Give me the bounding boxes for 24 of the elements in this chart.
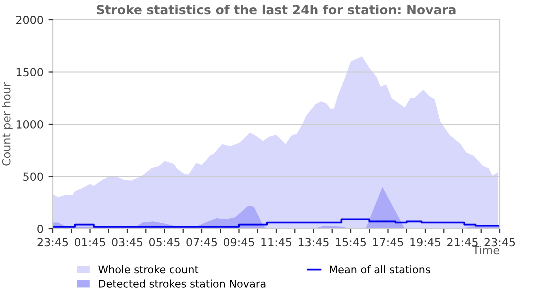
legend-label: Whole stroke count <box>98 266 199 274</box>
chart-title: Stroke statistics of the last 24h for station: Novara <box>97 4 456 15</box>
y-tick-label: 2000 <box>16 16 44 24</box>
x-axis-title: Time <box>472 246 500 255</box>
x-tick-label: 11:45 <box>262 238 292 247</box>
x-tick-label: 21:45 <box>448 238 478 247</box>
x-tick-label: 23:45 <box>38 238 68 247</box>
legend-label: Mean of all stations <box>330 266 430 274</box>
x-tick-label: 15:45 <box>336 238 366 247</box>
x-tick-label: 07:45 <box>186 238 218 247</box>
x-tick-label: 23:45 <box>484 238 516 247</box>
y-tick-label: 1500 <box>16 68 44 77</box>
y-tick-label: 1000 <box>16 120 44 129</box>
x-tick-label: 01:45 <box>74 238 106 247</box>
x-tick-label: 09:45 <box>224 238 254 247</box>
x-tick-label: 13:45 <box>298 238 329 247</box>
x-tick-label: 17:45 <box>373 238 404 247</box>
x-tick-label: 03:45 <box>112 238 143 247</box>
y-axis-title: Count per hour <box>2 82 13 166</box>
y-tick-label: 500 <box>24 172 44 182</box>
x-tick-label: 19:45 <box>410 238 441 247</box>
y-tick-label: 0 <box>38 224 44 234</box>
x-tick-label: 05:45 <box>149 238 180 247</box>
legend-label: Detected strokes station Novara <box>99 280 266 288</box>
